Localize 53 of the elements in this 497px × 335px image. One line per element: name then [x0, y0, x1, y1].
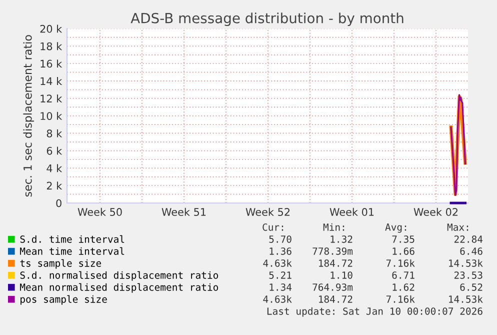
y-tick-label: 14 k	[40, 77, 62, 85]
text: 7.35	[392, 235, 414, 243]
text: 1.32	[330, 235, 352, 243]
legend-label: pos sample size	[20, 295, 107, 305]
y-tick-label: 10 k	[40, 112, 62, 120]
text: 1.62	[392, 283, 414, 291]
legend-label: Mean time interval	[20, 247, 124, 255]
legend-label: S.d. normalised displacement ratio	[20, 271, 218, 281]
y-tick-label: 18 k	[40, 42, 62, 50]
text: 23.53	[454, 271, 482, 279]
text: 14.53k	[449, 259, 483, 267]
text: 14.53k	[449, 295, 483, 303]
y-tick-label: 2 k	[46, 182, 62, 190]
text: 5.70	[269, 235, 292, 243]
text: 6.46	[460, 247, 482, 255]
text: 1.34	[270, 283, 292, 291]
y-tick-label: 4 k	[46, 164, 62, 172]
y-tick-label: 20 k	[40, 24, 62, 33]
y-tick-label: 12 k	[40, 94, 62, 102]
text: 22.84	[454, 235, 483, 243]
x-tick-label: Week 50	[78, 208, 122, 216]
text: 778.39m	[312, 247, 353, 255]
text: Max:	[447, 224, 468, 231]
text: Min:	[323, 223, 344, 231]
y-tick-label: 8 k	[46, 129, 62, 138]
text: 764.93m	[312, 283, 353, 291]
legend-label: Mean normalised displacement ratio	[20, 283, 218, 293]
text: Last update: Sat Jan 10 00:00:07 2026	[267, 307, 482, 317]
y-axis-title: sec. 1 sec displacement ratio	[23, 35, 34, 197]
legend-label: ts sample size	[20, 259, 102, 269]
text: 184.72	[319, 295, 352, 303]
x-tick-label: Week 01	[330, 208, 374, 216]
text: 6.52	[460, 283, 482, 291]
text: 7.16k	[386, 259, 415, 267]
y-tick-label: 0	[56, 199, 62, 208]
x-tick-label: Week 52	[246, 208, 290, 216]
y-tick-label: 6 k	[46, 146, 62, 155]
chart-title: ADS-B message distribution - by month	[130, 12, 404, 26]
text: 6.71	[392, 271, 414, 279]
text: 184.72	[319, 259, 352, 267]
x-tick-label: Week 02	[414, 208, 458, 216]
text: 4.63k	[263, 295, 292, 303]
text: 5.21	[269, 271, 292, 279]
text: 1.36	[270, 247, 292, 255]
x-tick-label: Week 51	[162, 208, 206, 216]
text: 1.10	[330, 271, 352, 279]
legend-label: S.d. time interval	[20, 235, 124, 243]
text: 1.66	[392, 247, 414, 255]
text: 4.63k	[263, 259, 292, 267]
text: Cur:	[262, 223, 284, 231]
text: Avg:	[385, 224, 406, 233]
y-tick-label: 16 k	[40, 60, 62, 68]
text: 7.16k	[386, 295, 415, 303]
